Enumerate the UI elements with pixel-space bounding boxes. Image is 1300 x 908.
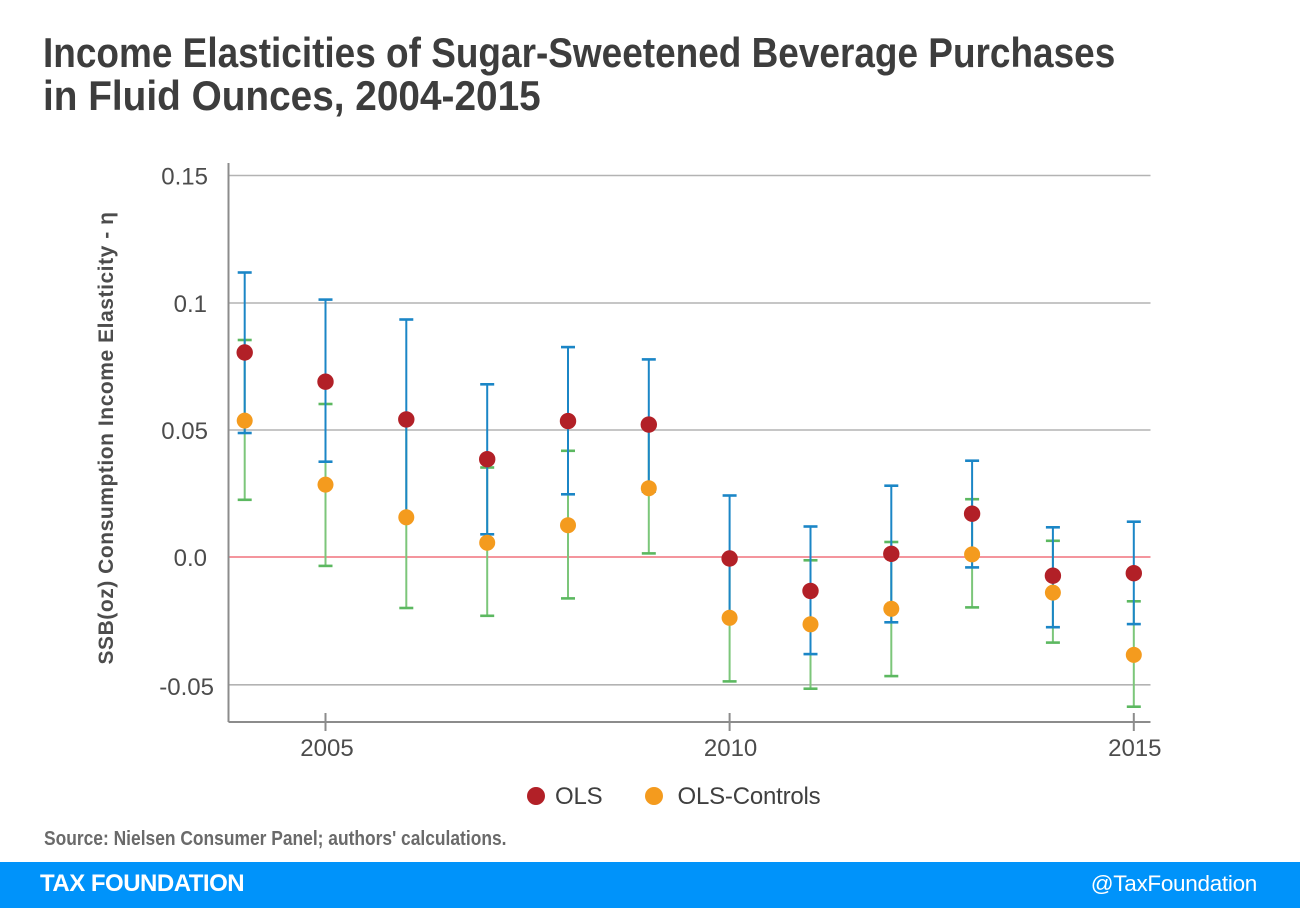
svg-text:-0.05: -0.05: [159, 674, 214, 701]
svg-text:2010: 2010: [704, 735, 757, 762]
svg-text:0.1: 0.1: [174, 291, 207, 318]
svg-text:2005: 2005: [300, 735, 353, 762]
svg-text:2015: 2015: [1108, 735, 1161, 762]
svg-text:SSB(oz) Consumption Income Ela: SSB(oz) Consumption Income Elasticity - …: [95, 211, 118, 664]
svg-text:0.0: 0.0: [174, 545, 207, 572]
svg-text:0.15: 0.15: [161, 164, 208, 191]
svg-text:0.05: 0.05: [161, 418, 208, 445]
